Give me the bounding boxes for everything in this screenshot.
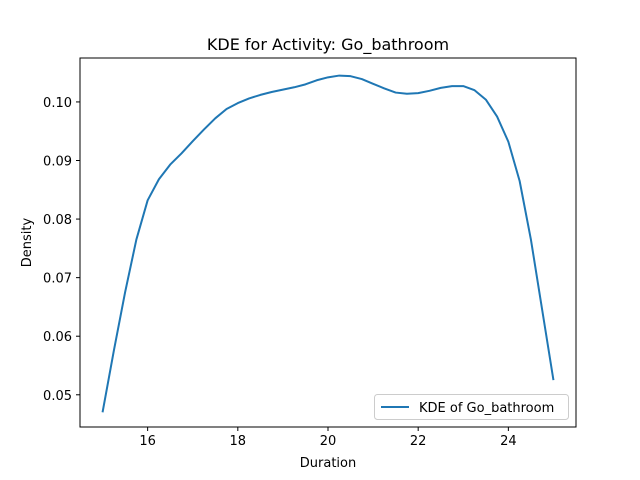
y-tick-label: 0.07 <box>43 272 72 287</box>
x-tick-label: 24 <box>500 434 517 449</box>
y-tick-label: 0.10 <box>43 96 72 111</box>
x-tick-label: 22 <box>410 434 427 449</box>
chart-title: KDE for Activity: Go_bathroom <box>207 35 449 55</box>
x-axis-label: Duration <box>300 456 356 471</box>
x-tick-label: 16 <box>139 434 156 449</box>
legend-label: KDE of Go_bathroom <box>419 401 554 416</box>
series-line-0 <box>101 74 555 413</box>
y-tick-label: 0.05 <box>43 389 72 404</box>
x-tick-label: 18 <box>230 434 247 449</box>
y-tick-label: 0.06 <box>43 330 72 345</box>
plot-area <box>101 74 555 413</box>
legend-box <box>374 394 569 420</box>
legend: KDE of Go_bathroom <box>374 394 569 420</box>
x-axis: 16 18 20 22 24 <box>139 427 517 449</box>
y-axis: 0.05 0.06 0.07 0.08 0.09 0.10 <box>43 96 80 404</box>
x-tick-label: 20 <box>320 434 337 449</box>
y-tick-label: 0.08 <box>43 213 72 228</box>
y-tick-label: 0.09 <box>43 155 72 170</box>
y-axis-label: Density <box>20 217 35 267</box>
